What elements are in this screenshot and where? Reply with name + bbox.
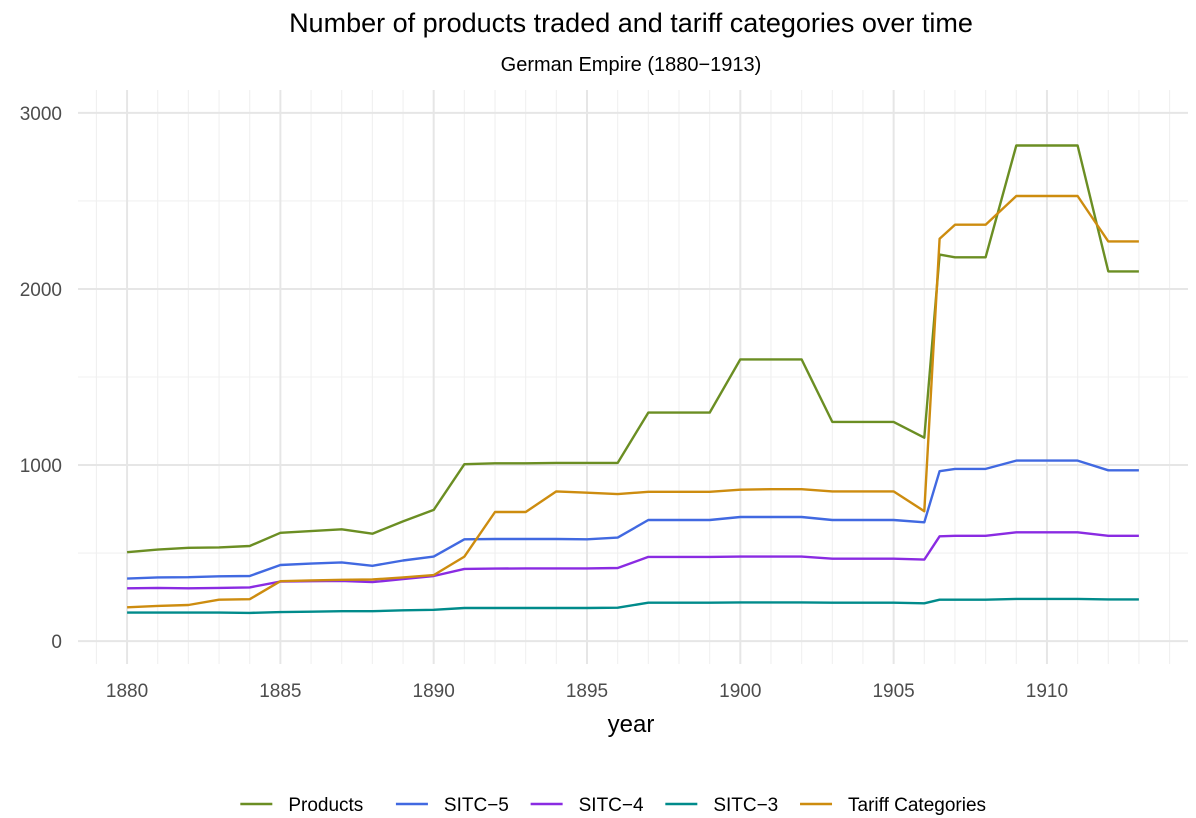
series-line-products — [126, 144, 1139, 554]
series-line-tariff-categories — [127, 194, 1139, 609]
x-tick-label: 1910 — [1026, 681, 1068, 702]
x-tick-label: 1880 — [106, 681, 148, 702]
series-line-sitc-4 — [127, 531, 1139, 590]
x-tick-label: 1900 — [719, 681, 761, 702]
x-tick-label: 1885 — [259, 681, 301, 702]
x-tick-label: 1895 — [566, 681, 608, 702]
x-axis-tick-labels: 1880 1885 1890 1895 1900 1905 1910 — [106, 681, 1068, 702]
y-axis-tick-labels: 0 1000 2000 3000 — [20, 104, 62, 653]
minor-gridlines — [78, 90, 1188, 664]
legend-item: SITC−3 — [665, 795, 778, 816]
y-tick-label: 1000 — [20, 456, 62, 477]
legend-label: Tariff Categories — [848, 795, 986, 816]
series-line-sitc-5 — [127, 459, 1139, 580]
legend: Products SITC−5 SITC−4 SITC−3 Tariff Categor… — [240, 795, 986, 816]
x-tick-label: 1890 — [413, 681, 455, 702]
x-tick-label: 1905 — [872, 681, 914, 702]
chart-title: Number of products traded and tariff cat… — [289, 8, 973, 38]
legend-label: Products — [288, 795, 363, 816]
x-axis-label: year — [608, 711, 655, 738]
chart-subtitle: German Empire (1880−1913) — [501, 54, 762, 76]
y-tick-label: 2000 — [20, 280, 62, 301]
legend-label: SITC−4 — [579, 795, 644, 816]
series-lines — [126, 144, 1139, 615]
y-tick-label: 0 — [51, 632, 62, 653]
series-line-sitc-3 — [127, 597, 1139, 615]
legend-label: SITC−5 — [444, 795, 509, 816]
legend-label: SITC−3 — [713, 795, 778, 816]
y-tick-label: 3000 — [20, 104, 62, 125]
legend-item: SITC−5 — [395, 795, 509, 816]
legend-item: Products — [240, 795, 363, 816]
legend-item: SITC−4 — [530, 795, 644, 816]
legend-item: Tariff Categories — [800, 795, 986, 816]
